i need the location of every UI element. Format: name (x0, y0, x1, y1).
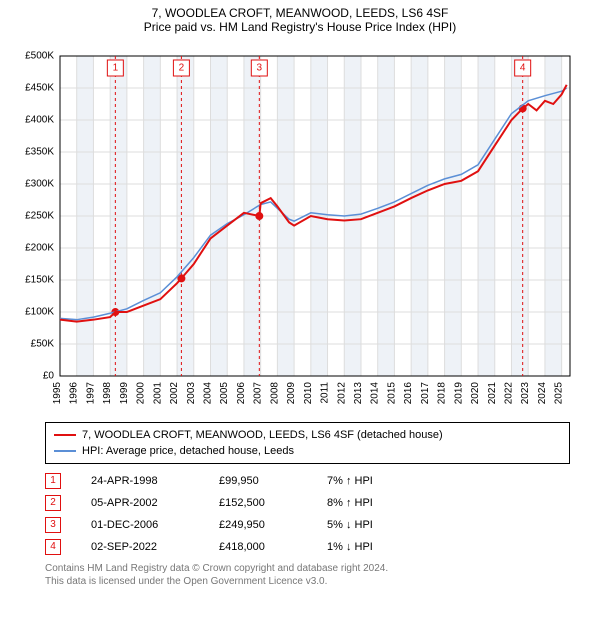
svg-text:2002: 2002 (169, 382, 180, 405)
legend-label: HPI: Average price, detached house, Leed… (82, 443, 294, 459)
legend-item: HPI: Average price, detached house, Leed… (54, 443, 561, 459)
transaction-price: £418,000 (219, 541, 309, 553)
svg-text:£250K: £250K (25, 211, 54, 222)
svg-text:2008: 2008 (269, 382, 280, 405)
transaction-date: 02-SEP-2022 (91, 541, 201, 553)
transaction-price: £99,950 (219, 475, 309, 487)
svg-text:£100K: £100K (25, 307, 54, 318)
svg-text:£0: £0 (43, 371, 55, 382)
transaction-marker: 1 (45, 473, 61, 489)
transaction-price: £249,950 (219, 519, 309, 531)
svg-text:£150K: £150K (25, 275, 54, 286)
transaction-date: 01-DEC-2006 (91, 519, 201, 531)
footer-line2: This data is licensed under the Open Gov… (45, 575, 570, 588)
svg-text:2001: 2001 (152, 382, 163, 405)
svg-text:£350K: £350K (25, 147, 54, 158)
svg-text:£300K: £300K (25, 179, 54, 190)
transaction-diff: 8% ↑ HPI (327, 497, 417, 509)
svg-text:2006: 2006 (236, 382, 247, 405)
transaction-diff: 7% ↑ HPI (327, 475, 417, 487)
svg-text:2: 2 (179, 63, 185, 74)
transaction-marker: 3 (45, 517, 61, 533)
transaction-table: 1 24-APR-1998 £99,950 7% ↑ HPI 2 05-APR-2002 £… (45, 470, 570, 558)
transaction-date: 24-APR-1998 (91, 475, 201, 487)
svg-text:2024: 2024 (537, 382, 548, 405)
svg-text:2012: 2012 (336, 382, 347, 405)
transaction-row: 1 24-APR-1998 £99,950 7% ↑ HPI (45, 470, 570, 492)
svg-text:3: 3 (257, 63, 263, 74)
svg-text:1996: 1996 (69, 382, 80, 405)
svg-text:2004: 2004 (202, 382, 213, 405)
svg-text:2023: 2023 (520, 382, 531, 405)
svg-text:2005: 2005 (219, 382, 230, 405)
legend-label: 7, WOODLEA CROFT, MEANWOOD, LEEDS, LS6 4… (82, 427, 443, 443)
svg-text:1997: 1997 (85, 382, 96, 405)
svg-text:2022: 2022 (503, 382, 514, 405)
svg-text:4: 4 (520, 63, 526, 74)
transaction-diff: 5% ↓ HPI (327, 519, 417, 531)
svg-text:2018: 2018 (437, 382, 448, 405)
transaction-row: 4 02-SEP-2022 £418,000 1% ↓ HPI (45, 536, 570, 558)
legend-item: 7, WOODLEA CROFT, MEANWOOD, LEEDS, LS6 4… (54, 427, 561, 443)
transaction-marker: 2 (45, 495, 61, 511)
svg-text:2016: 2016 (403, 382, 414, 405)
legend-swatch (54, 450, 76, 452)
line-chart: £0 £50K £100K £150K £200K £250K £300K £350K £400… (10, 36, 590, 416)
svg-text:£400K: £400K (25, 115, 54, 126)
legend: 7, WOODLEA CROFT, MEANWOOD, LEEDS, LS6 4… (45, 422, 570, 464)
footer-attribution: Contains HM Land Registry data © Crown c… (45, 562, 570, 588)
svg-text:2025: 2025 (554, 382, 565, 405)
svg-text:£450K: £450K (25, 83, 54, 94)
svg-text:2007: 2007 (253, 382, 264, 405)
svg-text:2021: 2021 (487, 382, 498, 405)
svg-text:1998: 1998 (102, 382, 113, 405)
transaction-row: 3 01-DEC-2006 £249,950 5% ↓ HPI (45, 514, 570, 536)
svg-text:2020: 2020 (470, 382, 481, 405)
svg-text:2003: 2003 (186, 382, 197, 405)
footer-line1: Contains HM Land Registry data © Crown c… (45, 562, 570, 575)
svg-text:1999: 1999 (119, 382, 130, 405)
svg-text:2019: 2019 (453, 382, 464, 405)
svg-text:£500K: £500K (25, 51, 54, 62)
transaction-date: 05-APR-2002 (91, 497, 201, 509)
svg-text:£200K: £200K (25, 243, 54, 254)
transaction-price: £152,500 (219, 497, 309, 509)
svg-text:2009: 2009 (286, 382, 297, 405)
transaction-diff: 1% ↓ HPI (327, 541, 417, 553)
svg-text:2015: 2015 (386, 382, 397, 405)
svg-text:2011: 2011 (320, 382, 331, 404)
svg-text:2017: 2017 (420, 382, 431, 405)
svg-text:2013: 2013 (353, 382, 364, 405)
title-subtitle: Price paid vs. HM Land Registry's House … (0, 20, 600, 34)
svg-text:2014: 2014 (370, 382, 381, 405)
legend-swatch (54, 434, 76, 436)
chart-titles: 7, WOODLEA CROFT, MEANWOOD, LEEDS, LS6 4… (0, 0, 600, 36)
svg-text:2010: 2010 (303, 382, 314, 405)
svg-text:2000: 2000 (136, 382, 147, 405)
transaction-marker: 4 (45, 539, 61, 555)
title-address: 7, WOODLEA CROFT, MEANWOOD, LEEDS, LS6 4… (0, 6, 600, 20)
svg-text:1: 1 (113, 63, 119, 74)
chart-area: £0 £50K £100K £150K £200K £250K £300K £350K £400… (10, 36, 590, 416)
svg-text:£50K: £50K (31, 339, 55, 350)
svg-text:1995: 1995 (52, 382, 63, 405)
transaction-row: 2 05-APR-2002 £152,500 8% ↑ HPI (45, 492, 570, 514)
